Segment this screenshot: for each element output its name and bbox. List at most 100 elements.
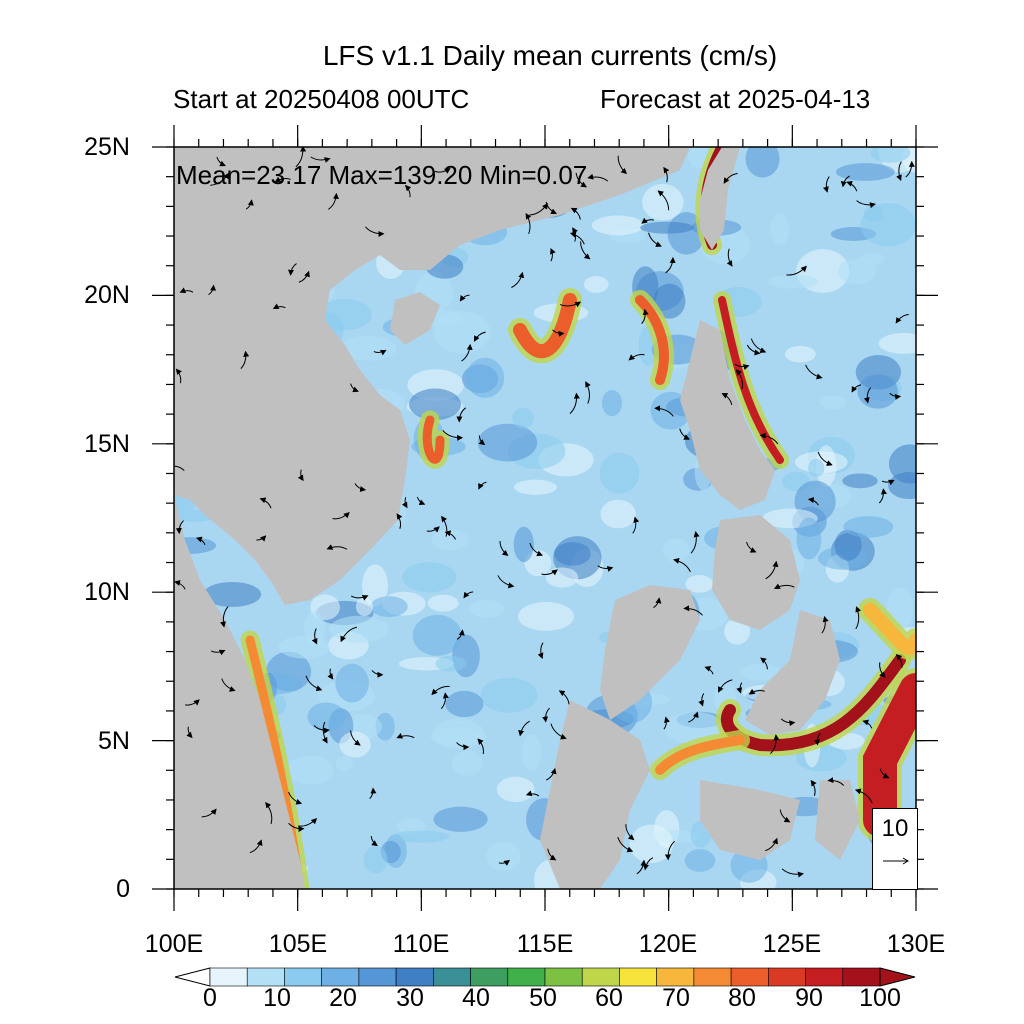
current-arrow [641,308,649,324]
speed-patch [486,841,521,871]
current-arrow [690,531,700,554]
current-arrow [760,657,768,670]
current-arrow [499,540,509,557]
current-arrow [721,393,733,406]
current-arrow [297,469,304,482]
current-arrow [518,720,531,737]
current-arrow [569,392,580,414]
current-arrow [550,723,567,740]
current-arrow [459,294,470,302]
speed-patch [335,755,354,771]
colorbar-label: 100 [859,984,901,1012]
speed-patch [745,147,780,178]
lon-label-120e: 120E [638,930,698,958]
current-arrow [326,544,348,550]
speed-patch [304,611,326,646]
current-arrow [726,248,733,267]
speed-patch [837,258,877,285]
current-arrow [746,344,761,356]
current-arrow [570,207,581,220]
current-arrow [186,726,193,739]
speed-patch [513,526,534,563]
colorbar-high-triangle [879,967,916,987]
current-arrow [625,824,635,841]
speed-patch [409,388,461,421]
current-arrow [478,435,486,446]
current-arrow [426,526,440,533]
current-arrow [810,779,817,796]
speed-patch [402,562,457,593]
current-arrow [617,155,628,175]
current-arrow [210,172,230,186]
current-arrow [478,481,487,490]
current-arrow [245,199,254,210]
lat-label-25n: 25N [84,133,130,161]
colorbar-label: 10 [263,984,291,1012]
speed-patch [363,846,388,874]
speed-patch [512,407,534,429]
current-arrow [511,271,525,288]
current-arrow [673,558,691,573]
current-arrow [636,859,647,875]
current-arrow [734,363,750,370]
speed-patch [653,283,686,319]
current-arrow [851,384,862,393]
map-title: LFS v1.1 Daily mean currents (cm/s) [322,40,778,71]
speed-patch [480,677,538,713]
current-arrow [272,303,286,309]
current-arrow [321,721,328,744]
speed-patch [361,564,388,607]
current-arrow [735,369,743,390]
current-arrow [210,649,226,656]
current-arrow [663,166,670,183]
colorbar-label: 30 [396,984,424,1012]
current-arrow [525,790,540,797]
current-arrow [823,176,830,193]
current-arrow [781,868,804,878]
speed-patch [860,203,916,247]
current-arrow [256,535,267,542]
speed-patch [517,601,574,631]
reference-vector-label: 10 [881,815,909,842]
lat-label-20n: 20N [84,281,130,309]
speed-patch [174,537,217,554]
start-time-label: Start at 20250408 00UTC [173,84,470,114]
current-arrow [350,383,359,393]
current-arrow [541,569,558,576]
current-arrow [369,787,377,799]
current-arrow [817,451,833,466]
current-arrow [401,497,408,509]
current-arrow [550,247,556,262]
current-arrow [855,606,862,630]
current-arrow [905,160,915,178]
current-arrow [456,629,465,640]
speed-patch [601,389,622,417]
current-arrow [827,777,845,786]
current-arrow [895,653,903,668]
current-arrow [547,848,557,861]
current-arrow [821,615,829,634]
colorbar-label: 40 [462,984,490,1012]
current-arrow [288,822,305,832]
speed-patch [203,581,262,607]
statistics-label: Mean=23.17 Max=139.20 Min=0.07 [176,160,588,190]
colorbar-label: 20 [329,984,357,1012]
current-arrow [718,679,733,693]
current-arrow [354,483,367,492]
speed-patch [835,163,895,181]
current-arrow [350,595,369,601]
current-arrow [688,711,699,723]
speed-patch [451,750,483,776]
current-arrow [896,161,902,182]
current-arrow [537,642,544,660]
current-arrow [862,719,873,729]
current-arrow [597,565,614,572]
speed-patch [524,550,552,577]
speed-patch [724,618,751,645]
current-arrow [249,839,263,854]
speed-patch [843,516,894,538]
current-arrow [332,511,350,520]
current-arrow [174,580,186,590]
current-arrow [559,301,582,308]
